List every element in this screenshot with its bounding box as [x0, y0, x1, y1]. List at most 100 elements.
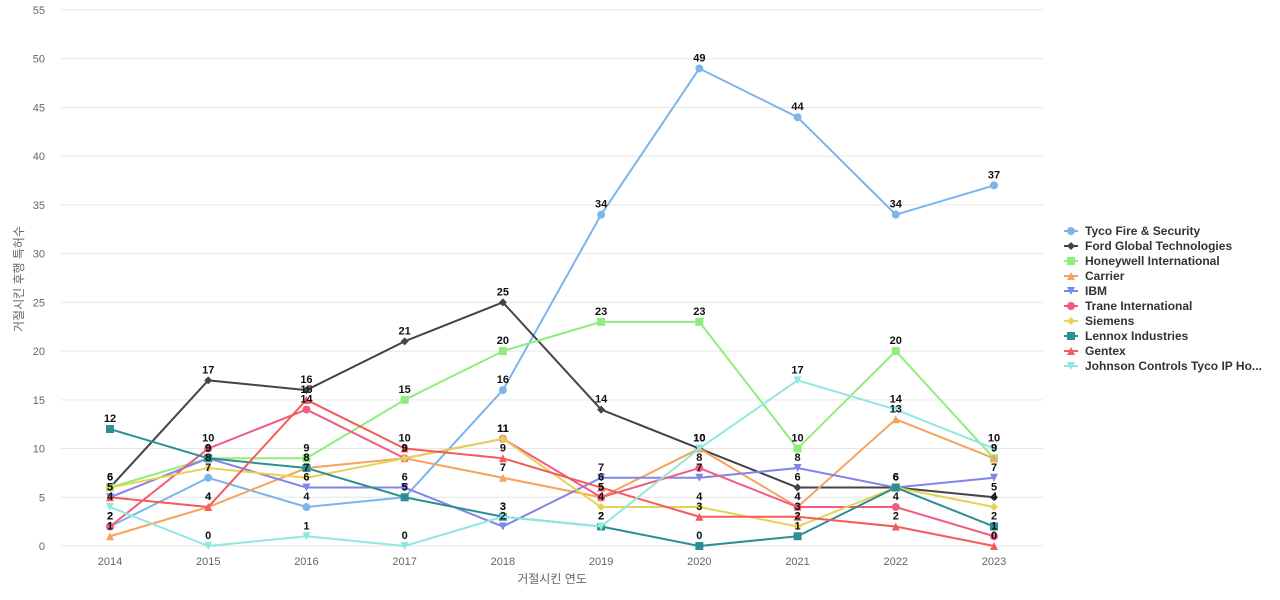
data-label: 9	[205, 442, 211, 454]
data-label: 17	[791, 364, 803, 376]
data-point	[498, 298, 507, 307]
data-label: 3	[794, 501, 800, 513]
data-point	[990, 522, 998, 531]
data-label: 6	[107, 472, 113, 484]
data-point	[302, 464, 311, 473]
data-point	[204, 454, 213, 463]
data-label: 37	[988, 169, 1000, 181]
data-label: 6	[893, 472, 899, 484]
data-label: 7	[991, 462, 997, 474]
y-axis-ticks: 0 5 10 15 20 25 30 35 40 45 50 55	[33, 5, 45, 553]
data-point	[498, 386, 507, 395]
data-label: 9	[205, 442, 211, 454]
data-label: 34	[595, 199, 608, 211]
series-group	[106, 434, 998, 531]
data-label: 2	[598, 511, 604, 523]
data-label: 23	[595, 306, 607, 318]
data-point	[597, 317, 606, 326]
legend-item[interactable]: IBM	[1064, 284, 1107, 298]
data-point	[400, 493, 409, 502]
data-point	[891, 415, 900, 424]
data-label: 4	[991, 491, 998, 503]
data-point	[302, 405, 311, 414]
y-axis-title: 거절시킨 후행 특허수	[11, 226, 26, 332]
data-label: 4	[696, 491, 703, 503]
data-point	[990, 542, 998, 550]
data-label: 8	[794, 452, 800, 464]
data-point	[793, 503, 802, 512]
data-label: 2	[500, 511, 506, 523]
legend-item[interactable]: Trane International	[1064, 299, 1192, 313]
legend-item[interactable]: Ford Global Technologies	[1064, 239, 1232, 253]
data-point	[597, 405, 606, 414]
data-point	[498, 454, 507, 463]
data-label: 10	[693, 433, 705, 445]
series-group	[106, 395, 998, 550]
data-label: 0	[205, 530, 211, 542]
x-tick-label: 2019	[589, 556, 613, 568]
data-label: 3	[500, 501, 506, 513]
data-point	[695, 512, 704, 521]
data-point	[597, 503, 606, 512]
data-point	[597, 483, 606, 492]
data-point	[400, 483, 409, 492]
data-label: 10	[693, 433, 705, 445]
x-tick-label: 2021	[785, 556, 809, 568]
data-point	[793, 464, 802, 473]
data-label: 6	[794, 472, 800, 484]
legend-item[interactable]: Gentex	[1064, 344, 1126, 358]
data-point	[400, 454, 409, 463]
data-label: 16	[497, 374, 509, 386]
data-label: 13	[890, 403, 902, 415]
data-point	[204, 464, 213, 473]
y-tick-label: 40	[33, 151, 45, 163]
data-label: 2	[107, 511, 113, 523]
data-label: 1	[107, 520, 113, 532]
data-label: 20	[497, 335, 509, 347]
data-point	[695, 317, 704, 326]
legend-marker	[1067, 347, 1075, 355]
legend-item[interactable]: Siemens	[1064, 314, 1135, 328]
y-tick-label: 35	[33, 200, 45, 212]
series-group	[106, 376, 998, 550]
data-label: 15	[399, 384, 411, 396]
data-label: 4	[598, 491, 605, 503]
legend-label: Lennox Industries	[1085, 329, 1189, 343]
legend-marker	[1067, 332, 1075, 340]
data-label: 0	[402, 530, 408, 542]
data-label: 21	[399, 325, 411, 337]
data-point	[400, 337, 409, 346]
legend-item[interactable]: Honeywell International	[1064, 254, 1220, 268]
legend-item[interactable]: Carrier	[1064, 269, 1125, 283]
legend-label: Trane International	[1085, 299, 1192, 313]
x-tick-label: 2022	[884, 556, 908, 568]
data-label: 10	[202, 433, 214, 445]
data-point	[793, 483, 802, 492]
legend-item[interactable]: Johnson Controls Tyco IP Ho...	[1064, 359, 1262, 373]
legend-item[interactable]: Tyco Fire & Security	[1064, 224, 1200, 238]
data-label: 7	[500, 462, 506, 474]
legend-label: Ford Global Technologies	[1085, 239, 1232, 253]
data-label: 16	[300, 374, 312, 386]
legend-item[interactable]: Lennox Industries	[1064, 329, 1189, 343]
data-point	[302, 483, 311, 492]
data-label: 11	[497, 423, 509, 435]
data-point	[695, 464, 704, 473]
data-label: 9	[402, 442, 408, 454]
series-line	[109, 437, 995, 528]
data-label: 15	[300, 384, 312, 396]
data-label: 6	[402, 472, 408, 484]
data-label: 14	[890, 394, 903, 406]
data-label: 10	[988, 433, 1000, 445]
legend-label: Honeywell International	[1085, 254, 1220, 268]
data-point	[990, 493, 998, 502]
legend-label: Johnson Controls Tyco IP Ho...	[1085, 359, 1262, 373]
data-point	[498, 512, 507, 521]
y-tick-label: 45	[33, 102, 45, 114]
legend-marker	[1067, 287, 1075, 295]
data-label: 44	[791, 101, 804, 113]
series-group	[106, 317, 998, 492]
series-line	[109, 320, 995, 489]
data-point	[400, 542, 409, 550]
